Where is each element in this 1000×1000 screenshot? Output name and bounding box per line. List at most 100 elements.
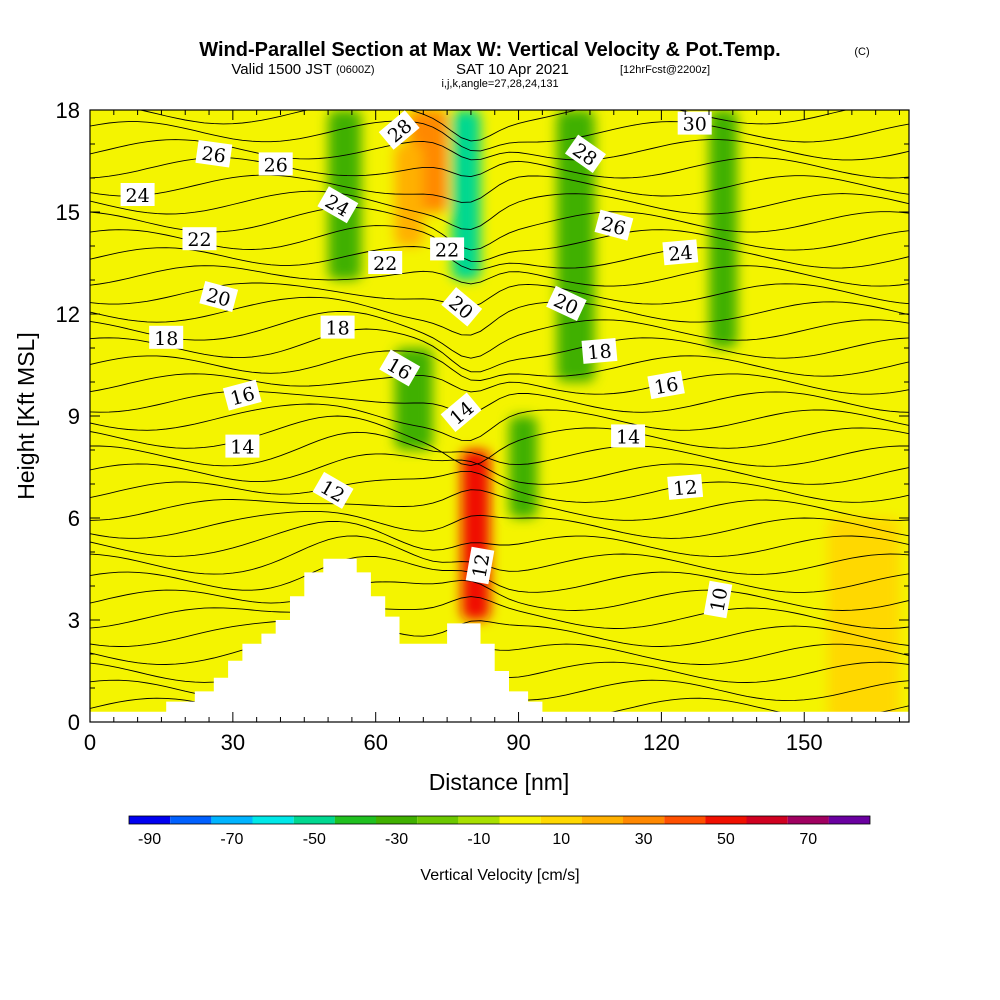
contour-label-box — [222, 379, 262, 411]
contour-label-text: 16 — [653, 373, 681, 399]
velocity-region-8 — [509, 416, 538, 518]
colorbar-tick-label: 70 — [799, 831, 817, 848]
colorbar-swatch — [540, 816, 582, 824]
velocity-region-5 — [709, 110, 738, 348]
contour-label-box — [182, 227, 217, 251]
forecast-info: [12hrFcst@2200z] — [620, 64, 710, 76]
theta-contour-line — [90, 350, 909, 381]
colorbar-tick-label: 10 — [552, 831, 570, 848]
contour-label-text: 30 — [683, 114, 707, 136]
terrain — [90, 558, 909, 722]
contour-label-box — [149, 325, 184, 349]
y-tick-label: 15 — [56, 200, 80, 225]
contour-label: 24 — [120, 183, 155, 207]
theta-contour-line — [90, 373, 909, 395]
contour-label: 24 — [662, 239, 699, 266]
colorbar-tick-label: -30 — [385, 831, 408, 848]
contour-label-box — [320, 315, 355, 339]
y-tick-label: 18 — [56, 98, 80, 123]
contour-label-box — [225, 434, 260, 458]
plot-area — [90, 110, 909, 722]
theta-contour-line — [90, 246, 909, 271]
contour-label-box — [594, 209, 634, 241]
theta-contour-line — [90, 206, 909, 251]
colorbar-swatch — [828, 816, 870, 824]
colorbar-tick-label: -70 — [220, 831, 243, 848]
contour-label-box — [312, 471, 354, 509]
theta-contour-line — [90, 190, 909, 230]
x-tick-label: 0 — [84, 730, 96, 755]
theta-contour-line — [90, 596, 909, 629]
x-tick-label: 30 — [221, 730, 245, 755]
x-tick-label: 90 — [506, 730, 530, 755]
contour-label-box — [564, 134, 607, 173]
colorbar-tick-label: 50 — [717, 831, 735, 848]
colorbar-swatch — [334, 816, 376, 824]
theta-contour-line — [90, 225, 909, 262]
contour-label-text: 18 — [587, 340, 613, 364]
contour-label-text: 24 — [667, 242, 693, 266]
contour-label-box — [465, 546, 495, 585]
contour-label-box — [703, 580, 733, 619]
theta-contour-line — [90, 618, 909, 647]
contour-label-text: 26 — [200, 143, 227, 168]
y-tick-label: 3 — [68, 608, 80, 633]
section-indices: i,j,k,angle=27,28,24,131 — [441, 78, 558, 90]
colorbar-swatch — [211, 816, 253, 824]
colorbar-swatch — [252, 816, 294, 824]
theta-contour-line — [90, 535, 909, 575]
y-tick-label: 12 — [56, 302, 80, 327]
theta-contour-line — [90, 120, 909, 152]
colorbar-swatch — [581, 816, 623, 824]
contour-label-text: 14 — [230, 437, 254, 459]
contour-label: 14 — [225, 434, 260, 459]
y-axis: 0 3 6 9 12 15 18 — [56, 98, 909, 735]
contour-label-box — [430, 237, 465, 261]
valid-time: Valid 1500 JST — [231, 61, 332, 78]
theta-contours — [90, 110, 909, 720]
contour-label-text: 18 — [326, 318, 350, 340]
contour-label-text: 14 — [616, 426, 640, 448]
chart-title: Wind-Parallel Section at Max W: Vertical… — [199, 39, 780, 61]
x-axis: 0 30 60 90 120 150 — [84, 110, 900, 755]
theta-contour-line — [90, 328, 909, 373]
colorbar-swatch — [787, 816, 829, 824]
colorbar-tick-label: 30 — [635, 831, 653, 848]
contour-label-box — [378, 110, 420, 150]
theta-contour-line — [90, 282, 909, 308]
contour-label-box — [667, 473, 704, 500]
y-tick-label: 9 — [68, 404, 80, 429]
colorbar-tick-label: -90 — [138, 831, 161, 848]
contour-label: 18 — [581, 337, 618, 364]
velocity-shading — [328, 110, 900, 722]
valid-date: SAT 10 Apr 2021 — [456, 61, 569, 78]
x-tick-label: 60 — [363, 730, 387, 755]
contour-label: 30 — [677, 111, 712, 136]
colorbar-swatch — [170, 816, 212, 824]
contour-label-text: 24 — [126, 185, 150, 207]
x-tick-label: 150 — [786, 730, 823, 755]
colorbar: -90 -70 -50 -30 -10 10 30 50 70 — [128, 815, 871, 848]
theta-contour-line — [90, 510, 909, 539]
colorbar-swatch — [705, 816, 747, 824]
contour-label-box — [662, 239, 699, 266]
contour-label-box — [120, 183, 155, 206]
contour-label-box — [195, 139, 233, 168]
contour-label-text: 18 — [154, 328, 178, 350]
contour-label: 18 — [320, 315, 355, 340]
copyright-mark: (C) — [854, 46, 869, 58]
y-tick-label: 0 — [68, 710, 80, 735]
contour-label-text: 22 — [435, 239, 459, 261]
y-tick-label: 6 — [68, 506, 80, 531]
colorbar-tick-label: -50 — [303, 831, 326, 848]
theta-contour-line — [90, 265, 909, 287]
x-tick-label: 120 — [643, 730, 680, 755]
colorbar-frame — [128, 815, 871, 825]
theta-contour-line — [90, 626, 909, 665]
contour-label: 10 — [703, 580, 733, 619]
colorbar-swatch — [417, 816, 459, 824]
contour-label-text: 22 — [373, 253, 397, 275]
y-axis-label: Height [Kft MSL] — [13, 332, 39, 499]
